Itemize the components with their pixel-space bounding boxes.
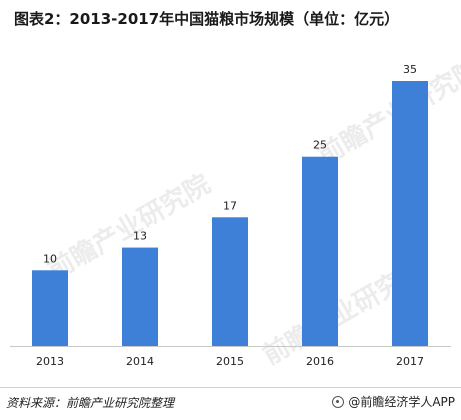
- brand-credit: @前瞻经济学人APP: [332, 393, 455, 410]
- bar-2016: [302, 156, 338, 346]
- bar-2014: [122, 247, 158, 346]
- chart-title: 图表2：2013-2017年中国猫粮市场规模（单位：亿元）: [14, 10, 400, 28]
- x-tick-label-2015: 2015: [216, 355, 244, 368]
- bar-2015: [212, 217, 248, 346]
- x-tick-label-2014: 2014: [126, 355, 154, 368]
- source-note: 资料来源：前瞻产业研究院整理: [6, 396, 175, 410]
- x-tick-label-2016: 2016: [306, 355, 334, 368]
- bar-2013: [32, 270, 68, 346]
- data-label-2016: 25: [313, 139, 327, 152]
- data-label-2017: 35: [403, 63, 417, 76]
- footer: 资料来源：前瞻产业研究院整理 @前瞻经济学人APP: [0, 387, 461, 420]
- x-tick-label-2017: 2017: [396, 355, 424, 368]
- data-label-2014: 13: [133, 230, 147, 243]
- data-label-2015: 17: [223, 199, 237, 212]
- bar-2017: [392, 81, 428, 346]
- data-label-2013: 10: [43, 252, 57, 265]
- brand-logo-icon: [332, 395, 345, 408]
- brand-label: @前瞻经济学人APP: [348, 395, 455, 409]
- x-tick-label-2013: 2013: [36, 355, 64, 368]
